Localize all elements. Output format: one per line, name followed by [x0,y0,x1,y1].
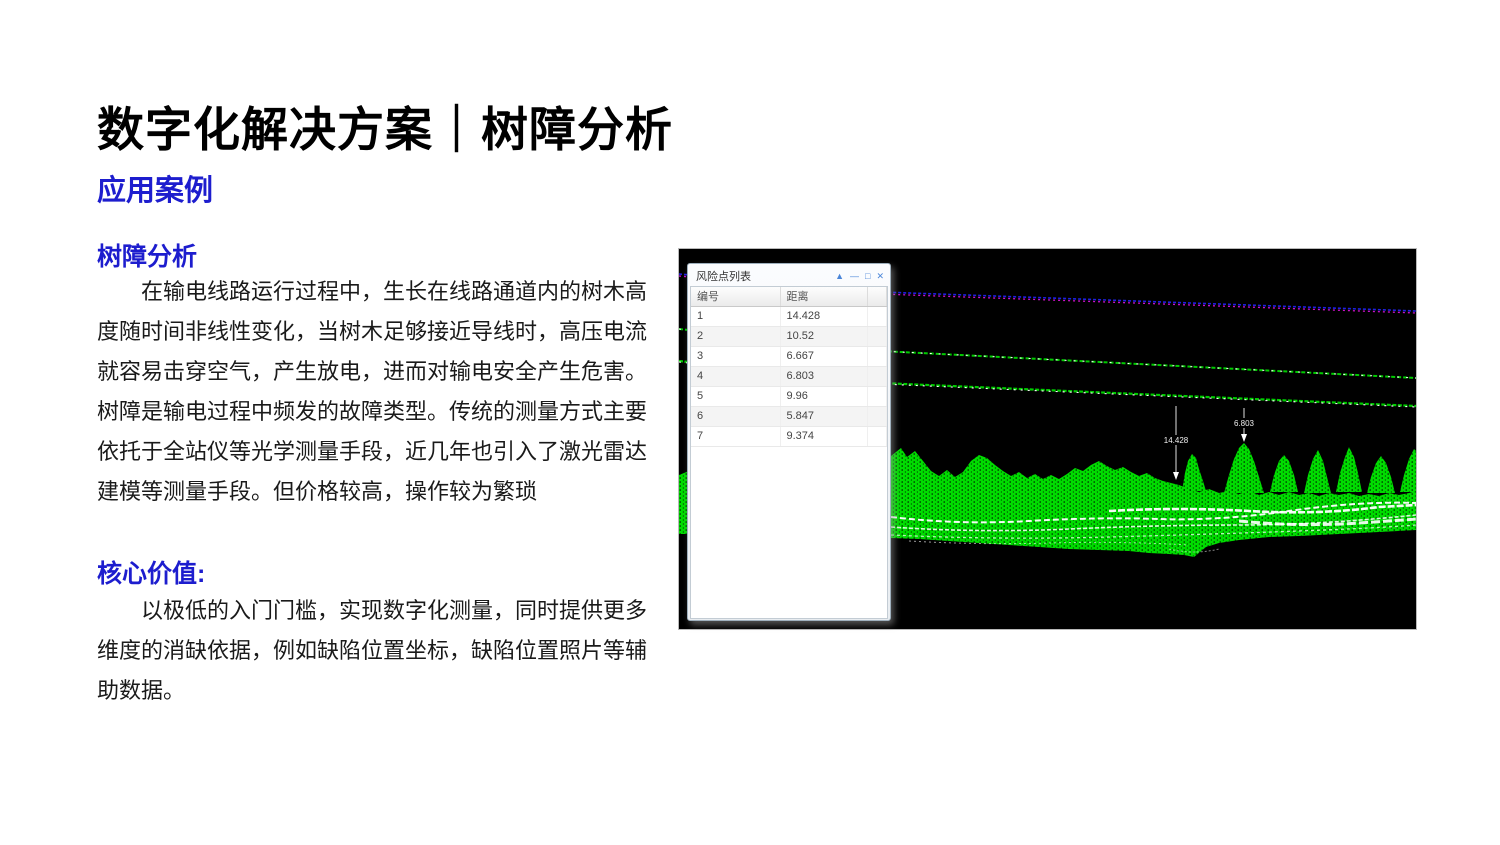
measurement-annotation-2: 6.803 [1230,408,1258,442]
point-cloud-screenshot: 14.428 6.803 风险点列表 ▲ — □ ✕ [678,248,1417,630]
cell-distance: 9.374 [780,426,868,447]
measurement-label-2: 6.803 [1234,419,1255,428]
measurement-label-1: 14.428 [1164,436,1189,445]
risk-list-window[interactable]: 风险点列表 ▲ — □ ✕ 编号 距离 [687,263,891,621]
table-row[interactable]: 2 10.52 [691,326,887,347]
cell-distance: 6.667 [780,346,868,367]
cell-distance: 5.847 [780,406,868,427]
pin-icon[interactable]: ▲ [835,270,845,281]
cell-id: 3 [691,346,781,367]
column-header-id[interactable]: 编号 [691,287,781,307]
page-title: 数字化解决方案｜树障分析 [97,103,673,156]
window-titlebar[interactable]: 风险点列表 ▲ — □ ✕ [690,266,888,286]
section-heading-core-value: 核心价值: [97,560,206,588]
arrow-down-icon [1173,472,1179,480]
window-controls: ▲ — □ ✕ [829,270,884,281]
maximize-icon[interactable]: □ [865,270,871,281]
cell-distance: 9.96 [780,386,868,407]
ground-point-streaks [890,501,1416,553]
table-row[interactable]: 1 14.428 [691,306,887,327]
arrow-down-icon [1241,434,1247,442]
cell-id: 6 [691,406,781,427]
cell-id: 7 [691,426,781,447]
minimize-icon[interactable]: — [850,270,860,281]
table-row[interactable]: 3 6.667 [691,346,887,367]
cell-id: 2 [691,326,781,347]
cell-id: 5 [691,386,781,407]
risk-table-container: 编号 距离 1 14.428 2 10.52 [690,286,888,619]
table-row[interactable]: 4 6.803 [691,366,887,387]
column-header-spacer [867,287,887,307]
column-header-distance[interactable]: 距离 [780,287,868,307]
cell-id: 1 [691,306,781,327]
cell-distance: 14.428 [780,306,868,327]
window-title: 风险点列表 [696,271,751,283]
page-subtitle: 应用案例 [97,175,214,207]
cell-distance: 10.52 [780,326,868,347]
close-icon[interactable]: ✕ [876,270,884,281]
section-body-core-value: 以极低的入门门槛，实现数字化测量，同时提供更多维度的消缺依据，例如缺陷位置坐标，… [97,598,648,703]
measurement-annotation-1: 14.428 [1161,406,1191,480]
table-row[interactable]: 7 9.374 [691,426,887,447]
table-row[interactable]: 5 9.96 [691,386,887,407]
risk-table-header-row: 编号 距离 [691,287,887,307]
risk-table: 编号 距离 1 14.428 2 10.52 [691,287,887,447]
cell-distance: 6.803 [780,366,868,387]
table-row[interactable]: 6 5.847 [691,406,887,427]
section-body-tree-analysis: 在输电线路运行过程中，生长在线路通道内的树木高度随时间非线性变化，当树木足够接近… [97,279,648,504]
section-heading-tree-analysis: 树障分析 [97,243,198,271]
cell-id: 4 [691,366,781,387]
